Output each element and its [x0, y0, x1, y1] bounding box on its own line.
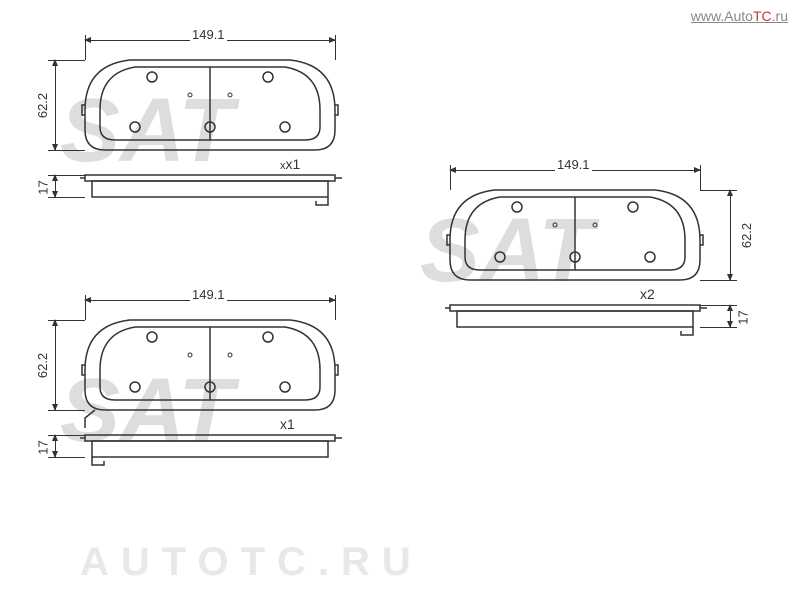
dim-width-label: 149.1 [190, 287, 227, 302]
dim-height-label: 62.2 [739, 221, 754, 250]
dim-height-label: 62.2 [35, 351, 50, 380]
dim-thick-label: 17 [736, 308, 751, 326]
dim-height [55, 320, 56, 410]
dim-width-label: 149.1 [555, 157, 592, 172]
qty-value: x1 [286, 156, 301, 172]
qty-value: x1 [280, 416, 295, 432]
dim-thick-label: 17 [36, 178, 51, 196]
dim-height [730, 190, 731, 280]
qty-label: x1 [280, 416, 295, 432]
dim-thick [730, 305, 731, 327]
qty-value: x2 [640, 286, 655, 302]
dim-thick [55, 435, 56, 457]
dim-height [55, 60, 56, 150]
qty-label: x2 [640, 286, 655, 302]
qty-label: xx1 [280, 156, 300, 172]
dim-width-label: 149.1 [190, 27, 227, 42]
dim-height-label: 62.2 [35, 91, 50, 120]
dim-thick-label: 17 [36, 438, 51, 456]
dim-thick [55, 175, 56, 197]
